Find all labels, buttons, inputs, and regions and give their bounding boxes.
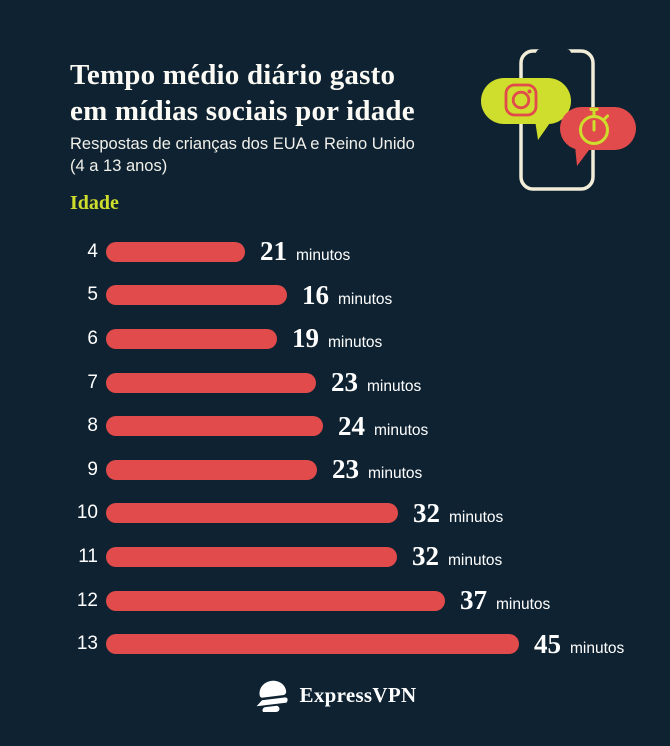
page-subtitle: Respostas de crianças dos EUA e Reino Un… — [70, 133, 415, 177]
age-label: 8 — [87, 415, 98, 437]
bar-row: 12 37 minutos — [0, 579, 670, 623]
brand-name: ExpressVPN — [299, 682, 417, 707]
speech-bubble-green — [481, 78, 571, 140]
value-label: 19 — [292, 323, 319, 354]
value-label-group: 23 minutos — [332, 456, 422, 483]
bar-row: 6 19 minutos — [0, 317, 670, 361]
bar-row: 4 21 minutos — [0, 230, 670, 274]
speech-bubble-red — [560, 107, 636, 166]
age-label: 7 — [87, 371, 98, 393]
subtitle-line-2: (4 a 13 anos) — [70, 157, 168, 175]
bar — [106, 372, 316, 393]
value-label-group: 16 minutos — [302, 279, 393, 310]
age-label: 12 — [76, 589, 98, 611]
instagram-icon — [504, 83, 538, 117]
unit-label: minutos — [338, 290, 393, 308]
value-label-group: 32 minutos — [413, 497, 504, 528]
bar — [106, 416, 323, 437]
bar-row: 13 45 minutos — [0, 622, 670, 666]
bar-chart: 4 21 minutos 5 16 minutos 6 19 minutos — [0, 230, 670, 666]
title-line-2: em mídias sociais por idade — [70, 95, 415, 127]
bar — [106, 546, 397, 567]
bar-row: 9 23 minutos — [0, 448, 670, 492]
bar — [106, 459, 317, 480]
bar — [106, 285, 287, 306]
age-label: 4 — [87, 240, 98, 262]
expressvpn-logo-icon — [256, 680, 288, 712]
unit-label: minutos — [367, 378, 422, 396]
bar — [106, 634, 519, 655]
value-label-group: 24 minutos — [338, 410, 429, 441]
value-label: 37 — [460, 585, 487, 616]
bar-row: 5 16 minutos — [0, 274, 670, 318]
bar — [106, 590, 445, 611]
unit-label: minutos — [368, 465, 423, 483]
value-label: 16 — [302, 279, 329, 310]
value-label-group: 32 minutos — [412, 543, 502, 570]
age-label: 6 — [87, 327, 98, 349]
value-label-group: 37 minutos — [460, 587, 550, 614]
bar — [106, 503, 398, 524]
value-label: 23 — [332, 454, 359, 485]
value-label-group: 45 minutos — [534, 628, 625, 659]
unit-label: minutos — [328, 334, 383, 352]
age-label: 5 — [87, 284, 98, 306]
unit-label: minutos — [374, 421, 429, 439]
value-label-group: 23 minutos — [331, 369, 421, 396]
bar-row: 10 32 minutos — [0, 492, 670, 536]
value-label-group: 21 minutos — [260, 238, 350, 265]
unit-label: minutos — [496, 596, 551, 614]
footer: ExpressVPN — [0, 678, 670, 712]
bar-row: 7 23 minutos — [0, 361, 670, 405]
phone-social-illustration — [481, 49, 636, 191]
subtitle-line-1: Respostas de crianças dos EUA e Reino Un… — [70, 135, 415, 153]
value-label: 32 — [412, 541, 439, 572]
bar-row: 8 24 minutos — [0, 404, 670, 448]
bar — [106, 241, 245, 262]
age-label: 11 — [78, 545, 98, 567]
value-label: 23 — [331, 367, 358, 398]
bar-row: 11 32 minutos — [0, 535, 670, 579]
bar — [106, 328, 277, 349]
page-title: Tempo médio diário gasto em mídias socia… — [70, 57, 415, 129]
value-label: 21 — [260, 236, 287, 267]
age-label: 10 — [76, 502, 98, 524]
unit-label: minutos — [448, 552, 503, 570]
unit-label: minutos — [296, 247, 351, 265]
value-label: 24 — [338, 410, 365, 441]
stopwatch-icon — [579, 107, 609, 145]
age-label: 13 — [76, 633, 98, 655]
title-line-1: Tempo médio diário gasto — [70, 59, 396, 91]
value-label: 45 — [534, 628, 561, 659]
unit-label: minutos — [449, 508, 504, 526]
value-label-group: 19 minutos — [292, 325, 382, 352]
unit-label: minutos — [570, 639, 625, 657]
value-label: 32 — [413, 497, 440, 528]
age-label: 9 — [87, 458, 98, 480]
axis-label-idade: Idade — [70, 192, 119, 214]
